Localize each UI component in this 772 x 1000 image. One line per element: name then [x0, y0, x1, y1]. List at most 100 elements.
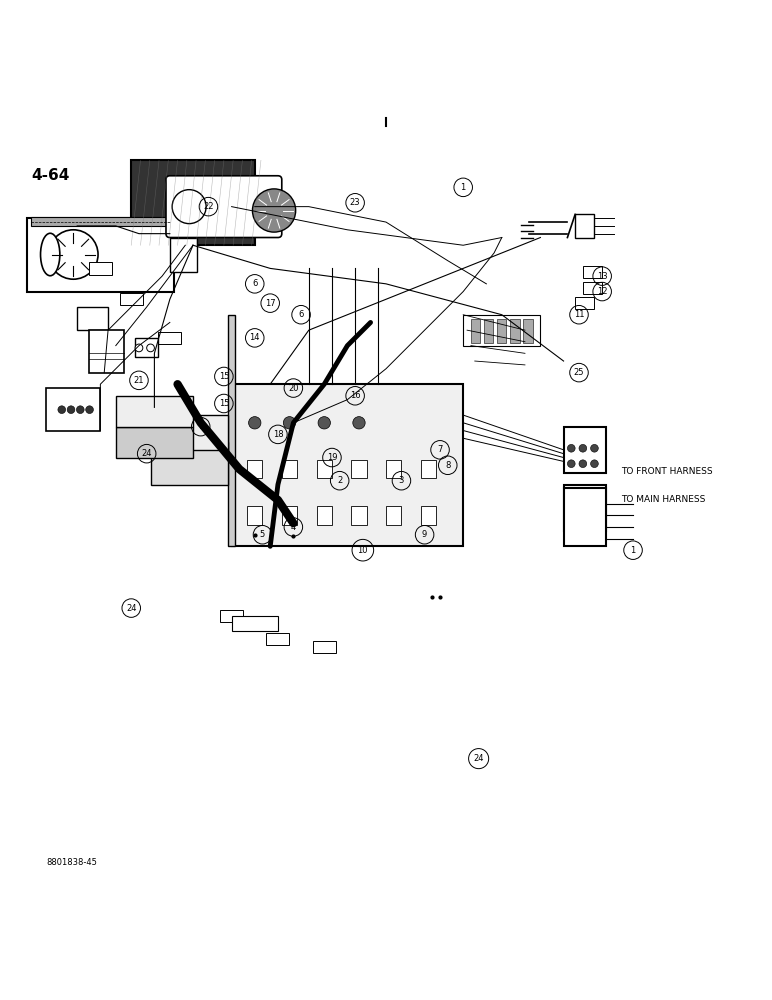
Bar	[89, 262, 112, 275]
Bar	[77, 307, 108, 330]
Bar	[158, 332, 181, 344]
Bar	[313, 641, 336, 653]
Text: 8: 8	[445, 461, 450, 470]
Circle shape	[567, 444, 575, 452]
Bar	[116, 396, 193, 427]
Text: 25: 25	[574, 368, 584, 377]
Bar	[583, 282, 602, 294]
Bar	[120, 293, 143, 305]
Circle shape	[135, 344, 143, 352]
Bar	[351, 506, 367, 525]
Text: 23: 23	[350, 198, 361, 207]
Bar	[471, 319, 480, 343]
Circle shape	[58, 406, 66, 414]
Circle shape	[252, 189, 296, 232]
Bar	[564, 485, 606, 531]
Text: 10: 10	[357, 546, 368, 555]
Text: 4: 4	[291, 523, 296, 532]
Bar	[421, 460, 436, 478]
Text: 1: 1	[198, 422, 203, 431]
Text: 24: 24	[141, 449, 152, 458]
Circle shape	[49, 230, 98, 279]
Circle shape	[579, 460, 587, 468]
Text: 1: 1	[461, 183, 466, 192]
Bar	[232, 616, 278, 631]
Circle shape	[86, 406, 93, 414]
Text: 13: 13	[597, 272, 608, 281]
Circle shape	[147, 344, 154, 352]
Circle shape	[567, 460, 575, 468]
Text: 3: 3	[399, 476, 404, 485]
Circle shape	[318, 417, 330, 429]
Bar	[523, 319, 533, 343]
Text: 9: 9	[422, 530, 427, 539]
Circle shape	[579, 518, 587, 525]
FancyBboxPatch shape	[131, 160, 255, 245]
Text: 12: 12	[597, 287, 608, 296]
Circle shape	[591, 502, 598, 510]
Bar	[317, 506, 332, 525]
Bar	[317, 460, 332, 478]
Bar	[247, 460, 262, 478]
Bar	[46, 388, 100, 431]
Bar	[386, 460, 401, 478]
Text: 19: 19	[327, 453, 337, 462]
Circle shape	[249, 417, 261, 429]
Text: 24: 24	[473, 754, 484, 763]
Ellipse shape	[40, 233, 59, 276]
Circle shape	[591, 444, 598, 452]
Text: TO MAIN HARNESS: TO MAIN HARNESS	[621, 495, 706, 504]
Circle shape	[591, 460, 598, 468]
Circle shape	[172, 190, 206, 224]
Circle shape	[67, 406, 75, 414]
Text: 18: 18	[273, 430, 283, 439]
Text: 16: 16	[350, 391, 361, 400]
Text: 22: 22	[203, 202, 214, 211]
Text: 17: 17	[265, 299, 276, 308]
Circle shape	[567, 518, 575, 525]
Circle shape	[591, 518, 598, 525]
Text: 14: 14	[249, 333, 260, 342]
Bar	[282, 460, 297, 478]
Circle shape	[579, 502, 587, 510]
Bar	[266, 633, 290, 645]
Bar	[89, 330, 124, 373]
Bar	[170, 238, 197, 272]
Circle shape	[283, 417, 296, 429]
Circle shape	[567, 502, 575, 510]
Bar	[510, 319, 520, 343]
Bar	[575, 214, 594, 238]
Bar	[228, 315, 235, 546]
Circle shape	[579, 444, 587, 452]
Text: 2: 2	[337, 476, 342, 485]
Text: 6: 6	[299, 310, 303, 319]
Bar	[463, 315, 540, 346]
Bar	[386, 506, 401, 525]
Text: 7: 7	[438, 445, 442, 454]
Text: 11: 11	[574, 310, 584, 319]
Text: 21: 21	[134, 376, 144, 385]
Circle shape	[76, 406, 84, 414]
Bar	[31, 217, 185, 226]
Bar	[564, 427, 606, 473]
Text: 20: 20	[288, 384, 299, 393]
Bar	[232, 384, 463, 546]
Bar	[484, 319, 493, 343]
Text: 6: 6	[252, 279, 257, 288]
Text: 15: 15	[218, 399, 229, 408]
FancyBboxPatch shape	[151, 415, 228, 450]
Text: 4-64: 4-64	[31, 168, 69, 183]
Bar	[135, 338, 158, 357]
Text: TO FRONT HARNESS: TO FRONT HARNESS	[621, 467, 713, 476]
Bar	[220, 610, 243, 622]
FancyBboxPatch shape	[151, 442, 228, 485]
Bar	[583, 266, 602, 278]
Text: 5: 5	[260, 530, 265, 539]
FancyBboxPatch shape	[27, 218, 174, 292]
Text: 8801838-45: 8801838-45	[46, 858, 97, 867]
Bar	[247, 506, 262, 525]
FancyBboxPatch shape	[166, 176, 282, 238]
Bar	[351, 460, 367, 478]
Bar	[116, 427, 193, 458]
Bar	[282, 506, 297, 525]
